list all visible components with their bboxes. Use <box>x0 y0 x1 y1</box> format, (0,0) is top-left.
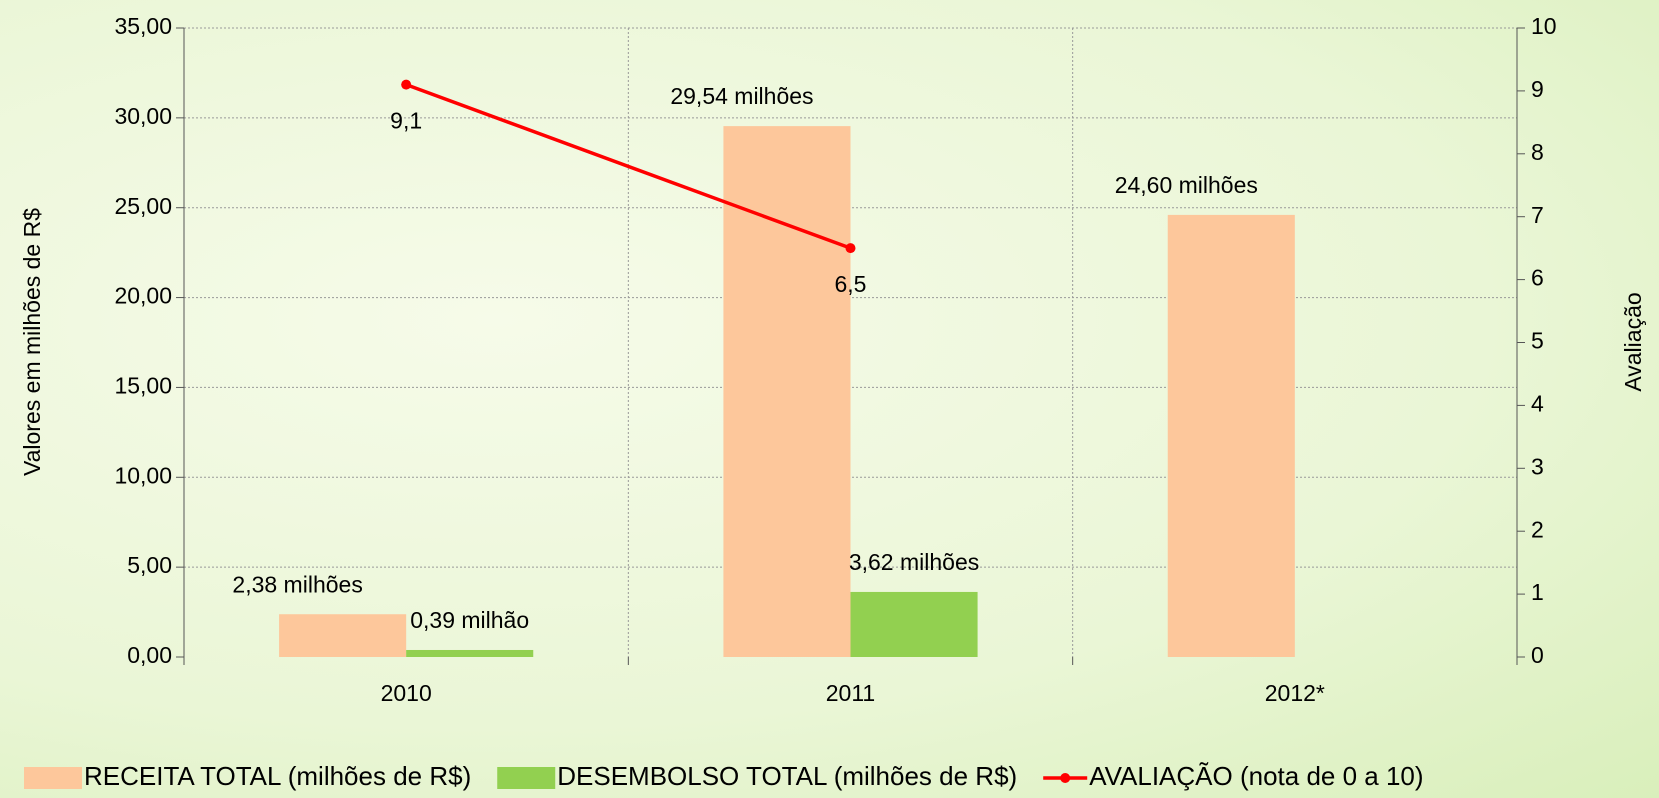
page: Valores em milhões de R$ Avaliação 0,00 5… <box>0 0 1659 798</box>
y2-tick-label: 4 <box>1531 390 1544 416</box>
bar <box>723 126 850 657</box>
bar <box>279 614 406 657</box>
y2-tick-label: 0 <box>1531 642 1544 668</box>
y-tick-label: 30,00 <box>114 103 172 129</box>
y-tick-label: 5,00 <box>127 552 172 578</box>
legend-swatch <box>497 767 555 789</box>
y2-axis-title: Avaliação <box>1620 292 1646 391</box>
line-point <box>846 243 856 253</box>
legend-label: DESEMBOLSO TOTAL (milhões de R$) <box>557 761 1017 791</box>
y2-tick-label: 2 <box>1531 516 1544 542</box>
legend-label: RECEITA TOTAL (milhões de R$) <box>84 761 471 791</box>
x-tick-label: 2011 <box>826 680 875 706</box>
y-axis-title: Valores em milhões de R$ <box>19 208 45 476</box>
y-tick-label: 35,00 <box>114 13 172 39</box>
y2-tick-label: 5 <box>1531 328 1544 354</box>
y2-tick-label: 7 <box>1531 202 1544 228</box>
line-point <box>401 80 411 90</box>
y-tick-label: 20,00 <box>114 283 172 309</box>
data-label: 0,39 milhão <box>410 607 529 633</box>
y2-tick-label: 8 <box>1531 139 1544 165</box>
legend-label: AVALIAÇÃO (nota de 0 a 10) <box>1089 761 1423 791</box>
x-tick-label: 2010 <box>381 680 432 706</box>
y2-tick-label: 6 <box>1531 265 1544 291</box>
y2-tick-label: 10 <box>1531 13 1557 39</box>
y2-tick-label: 1 <box>1531 579 1544 605</box>
chart: Valores em milhões de R$ Avaliação 0,00 5… <box>0 0 1659 798</box>
data-label: 3,62 milhões <box>849 549 979 575</box>
y2-tick-label: 9 <box>1531 76 1544 102</box>
y-tick-label: 25,00 <box>114 193 172 219</box>
data-label: 6,5 <box>835 271 867 297</box>
data-label: 29,54 milhões <box>670 83 813 109</box>
y2-tick-label: 3 <box>1531 453 1544 479</box>
y-tick-label: 0,00 <box>127 642 172 668</box>
y-tick-label: 15,00 <box>114 373 172 399</box>
data-label: 2,38 milhões <box>232 571 362 597</box>
data-label: 24,60 milhões <box>1115 172 1258 198</box>
bar <box>1168 215 1295 657</box>
legend-swatch <box>24 767 82 789</box>
legend-marker <box>1060 773 1070 783</box>
x-tick-label: 2012* <box>1265 680 1325 706</box>
bar <box>851 592 978 657</box>
y-tick-label: 10,00 <box>114 462 172 488</box>
bar <box>406 650 533 657</box>
data-label: 9,1 <box>390 108 422 134</box>
